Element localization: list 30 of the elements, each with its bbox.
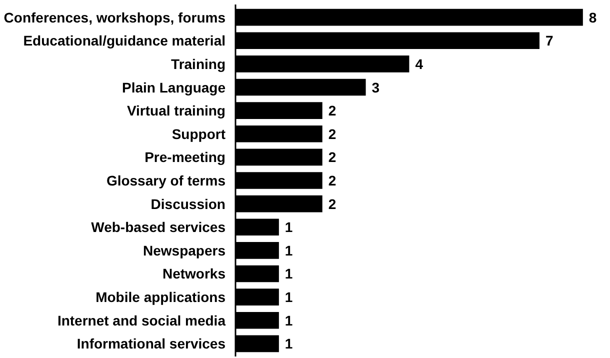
- y-tick-label: Mobile applications: [96, 289, 226, 306]
- y-tick-label: Support: [172, 126, 226, 142]
- data-label: 1: [284, 336, 293, 352]
- data-label: 2: [328, 172, 336, 188]
- data-label: 2: [328, 102, 336, 119]
- data-label: 7: [545, 32, 554, 49]
- data-label: 2: [328, 196, 336, 212]
- data-label: 1: [284, 266, 293, 282]
- y-tick-label: Pre-meeting: [144, 149, 226, 166]
- y-tick-label: Glossary of terms: [106, 172, 226, 188]
- data-label: 1: [284, 312, 293, 328]
- y-tick-label: Conferences, workshops, forums: [4, 9, 226, 26]
- y-tick-label: Informational services: [76, 336, 226, 352]
- data-label: 1: [284, 289, 293, 306]
- y-tick-label: Internet and social media: [57, 312, 226, 328]
- data-label: 2: [328, 149, 336, 166]
- data-label: 8: [588, 9, 597, 26]
- y-tick-label: Educational/guidance material: [23, 32, 226, 49]
- y-tick-label: Web-based services: [91, 219, 226, 236]
- y-tick-label: Plain Language: [122, 79, 226, 96]
- y-tick-label: Networks: [162, 266, 226, 282]
- data-label: 4: [415, 56, 424, 72]
- y-tick-label: Virtual training: [126, 102, 226, 119]
- data-label: 2: [328, 126, 336, 142]
- y-tick-label: Newspapers: [143, 242, 226, 258]
- y-tick-label: Discussion: [150, 196, 226, 212]
- data-label: 1: [284, 242, 293, 258]
- y-tick-label: Training: [171, 56, 226, 72]
- data-label: 1: [284, 219, 293, 236]
- data-label: 3: [372, 79, 380, 96]
